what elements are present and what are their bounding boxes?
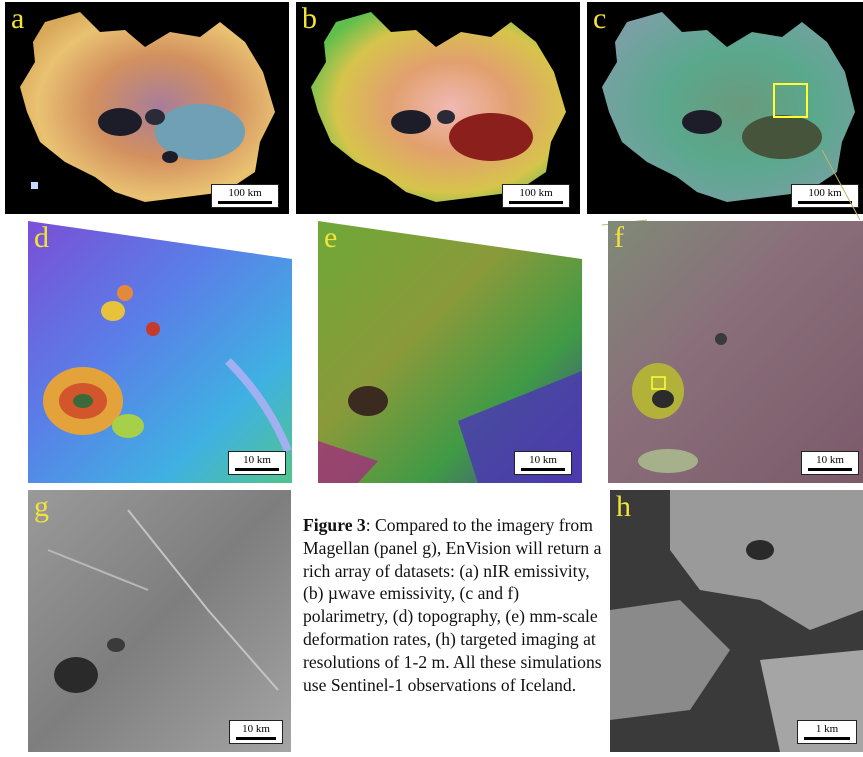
panel-d: d 10 km [28, 221, 292, 483]
scale-bar-a: 100 km [211, 184, 279, 208]
polarimetry-map-f [608, 221, 863, 483]
deformation-map-e [318, 221, 582, 483]
panel-g: g 10 km [28, 490, 291, 752]
panel-e: e 10 km [318, 221, 582, 483]
panel-label-a: a [11, 2, 25, 35]
panel-f: f 10 km [608, 221, 863, 483]
panel-label-e: e [324, 221, 338, 254]
panel-h: h 1 km [610, 490, 863, 752]
scale-label-e: 10 km [529, 454, 557, 466]
scale-line-c [798, 201, 852, 204]
panel-label-d: d [34, 221, 49, 254]
scale-line-d [235, 468, 279, 471]
magellan-sar-g [28, 490, 291, 752]
scale-label-g: 10 km [242, 723, 270, 735]
panel-label-b: b [302, 2, 317, 35]
scale-line-a [218, 201, 272, 204]
scale-bar-e: 10 km [514, 451, 572, 475]
panel-label-h: h [616, 490, 631, 523]
scale-line-b [509, 201, 563, 204]
iceland-map-b [311, 12, 566, 202]
scale-bar-d: 10 km [228, 451, 286, 475]
scale-bar-c: 100 km [791, 184, 859, 208]
targeted-imaging-h [610, 490, 863, 752]
scale-line-f [808, 468, 852, 471]
figure-caption: Figure 3: Compared to the imagery from M… [303, 514, 603, 696]
scale-bar-f: 10 km [801, 451, 859, 475]
scale-label-d: 10 km [243, 454, 271, 466]
panel-label-c: c [593, 2, 607, 35]
caption-title: Figure 3 [303, 515, 366, 535]
scale-line-h [804, 737, 850, 740]
panel-c: c 100 km [587, 2, 863, 214]
caption-body: : Compared to the imagery from Magellan … [303, 515, 602, 695]
panel-a: a 100 km [5, 2, 289, 214]
scale-label-h: 1 km [815, 723, 839, 735]
scale-line-e [521, 468, 565, 471]
scale-label-c: 100 km [808, 187, 842, 199]
scale-label-a: 100 km [228, 187, 262, 199]
panel-b: b 100 km [296, 2, 580, 214]
topography-map-d [28, 221, 292, 483]
iceland-map-a [20, 12, 275, 202]
scale-bar-h: 1 km [797, 720, 857, 744]
iceland-map-c [602, 12, 855, 202]
panel-label-g: g [34, 490, 49, 523]
scale-bar-g: 10 km [229, 720, 283, 744]
panel-label-f: f [614, 221, 624, 254]
scale-label-f: 10 km [816, 454, 844, 466]
scale-bar-b: 100 km [502, 184, 570, 208]
scale-line-g [236, 737, 276, 740]
scale-label-b: 100 km [519, 187, 553, 199]
